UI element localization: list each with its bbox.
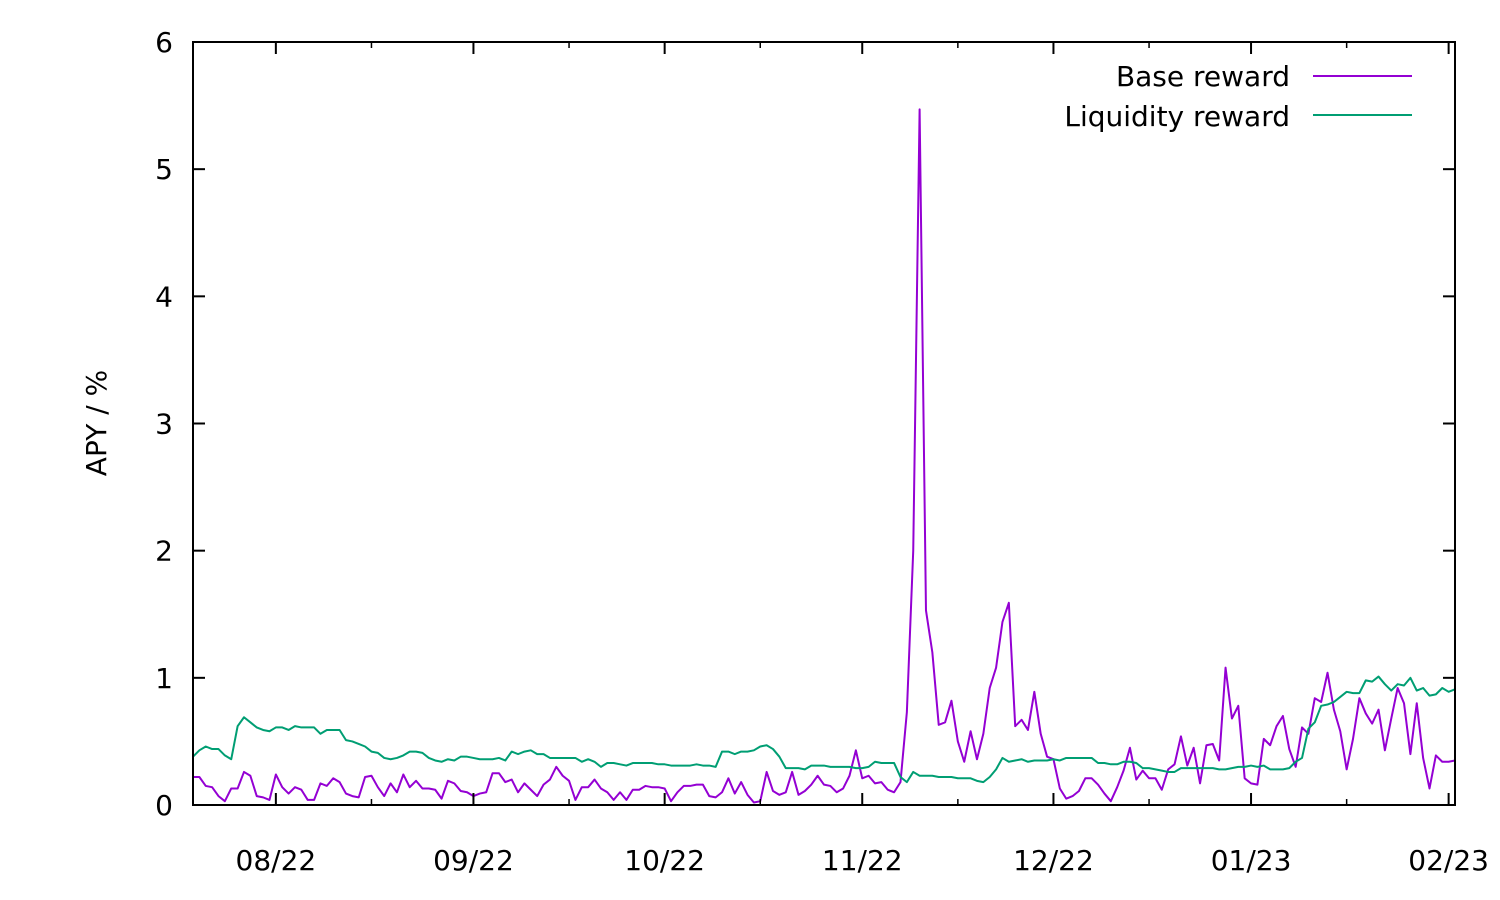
x-tick-label: 11/22 — [822, 844, 903, 877]
y-tick-label: 0 — [155, 789, 173, 822]
y-tick-label: 6 — [155, 26, 173, 59]
x-tick-label: 02/23 — [1408, 844, 1489, 877]
y-tick-label: 5 — [155, 153, 173, 186]
y-tick-label: 4 — [155, 280, 173, 313]
x-tick-label: 10/22 — [624, 844, 705, 877]
y-tick-label: 1 — [155, 662, 173, 695]
series-lines — [192, 108, 1456, 804]
legend-label-liquidity-reward: Liquidity reward — [1064, 100, 1290, 133]
legend-label-base-reward: Base reward — [1116, 60, 1290, 93]
y-tick-label: 2 — [155, 535, 173, 568]
series-line-liquidity-reward — [192, 675, 1456, 784]
x-tick-label: 01/23 — [1211, 844, 1292, 877]
x-tick-label: 08/22 — [236, 844, 317, 877]
plot-frame — [192, 41, 1456, 806]
series-line-base-reward — [193, 108, 1456, 804]
x-tick-label: 09/22 — [433, 844, 514, 877]
x-tick-label: 12/22 — [1013, 844, 1094, 877]
axes: 0 1 2 3 4 5 6 08/22 09/22 10/22 11/22 12/22 01/23 02/… — [155, 26, 1489, 877]
legend: Base reward Liquidity reward — [1064, 60, 1412, 133]
y-tick-label: 3 — [155, 408, 173, 441]
y-axis-title: APY / % — [80, 370, 113, 476]
